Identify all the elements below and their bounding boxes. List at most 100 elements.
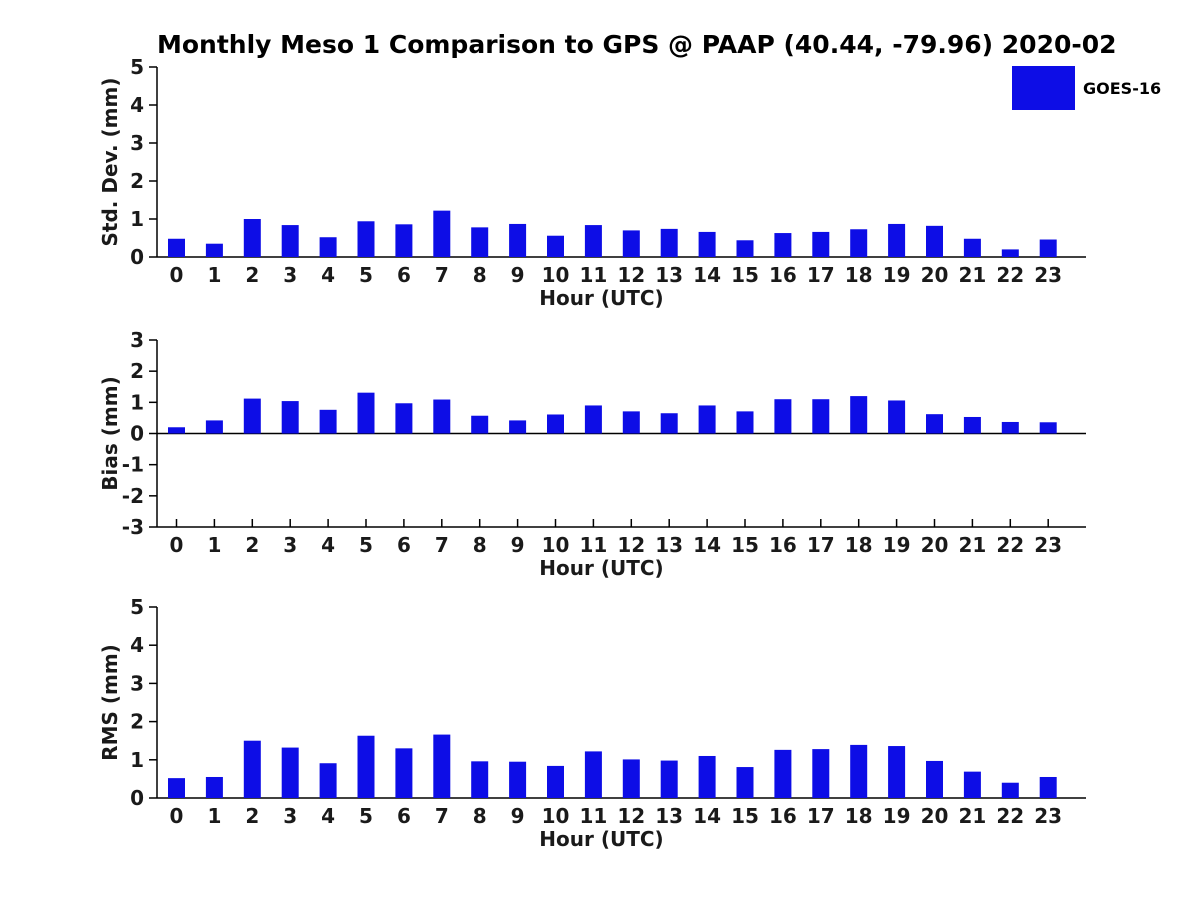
bar-rms-h3 — [281, 747, 299, 798]
x-tick-label: 14 — [693, 804, 721, 828]
bar-rms-h23 — [1039, 776, 1057, 798]
bar-std-dev-h20 — [926, 225, 943, 257]
bar-rms-h0 — [168, 778, 185, 798]
bar-bias-h3 — [281, 401, 299, 434]
bar-rms-h16 — [774, 749, 792, 798]
x-tick-label: 9 — [511, 804, 525, 828]
bar-std-dev-h21 — [963, 238, 981, 257]
x-tick-label: 1 — [207, 804, 221, 828]
x-tick-label: 4 — [321, 804, 335, 828]
x-tick-label: 22 — [996, 263, 1024, 287]
bar-rms-h14 — [698, 755, 716, 798]
x-tick-label: 18 — [845, 263, 873, 287]
bar-rms-h19 — [888, 746, 906, 798]
y-axis-label: Bias (mm) — [98, 376, 122, 490]
x-tick-label: 6 — [397, 263, 411, 287]
bar-std-dev-h14 — [698, 231, 716, 257]
x-tick-label: 7 — [435, 804, 449, 828]
x-tick-label: 12 — [617, 533, 645, 557]
y-axis-label: RMS (mm) — [98, 644, 122, 761]
y-tick-label: 4 — [130, 93, 144, 117]
x-tick-label: 21 — [958, 533, 986, 557]
x-tick-label: 6 — [397, 533, 411, 557]
bar-std-dev-h1 — [205, 243, 223, 257]
x-tick-label: 10 — [542, 533, 570, 557]
x-tick-label: 20 — [921, 263, 949, 287]
bar-rms-h4 — [319, 763, 337, 798]
x-tick-label: 6 — [397, 804, 411, 828]
x-tick-label: 11 — [579, 804, 607, 828]
x-tick-label: 3 — [283, 533, 297, 557]
bar-std-dev-h2 — [243, 219, 261, 257]
x-tick-label: 23 — [1034, 263, 1062, 287]
x-tick-label: 7 — [435, 533, 449, 557]
x-tick-label: 0 — [170, 804, 184, 828]
bar-std-dev-h22 — [1001, 249, 1019, 257]
x-tick-label: 2 — [245, 263, 259, 287]
x-tick-label: 1 — [207, 533, 221, 557]
bar-std-dev-h5 — [357, 221, 375, 257]
x-tick-label: 16 — [769, 804, 797, 828]
bar-bias-h14 — [698, 405, 716, 434]
bar-bias-h9 — [509, 420, 527, 434]
bar-rms-h6 — [395, 748, 413, 798]
x-tick-label: 11 — [579, 263, 607, 287]
y-tick-label: 0 — [130, 786, 144, 810]
bar-std-dev-h15 — [736, 240, 754, 257]
y-tick-label: 1 — [130, 748, 144, 772]
x-tick-label: 17 — [807, 263, 835, 287]
bar-rms-h9 — [509, 761, 527, 798]
bar-bias-h13 — [660, 413, 678, 434]
x-tick-label: 7 — [435, 263, 449, 287]
x-tick-label: 22 — [996, 804, 1024, 828]
bar-rms-h15 — [736, 767, 754, 798]
x-tick-label: 21 — [958, 263, 986, 287]
x-tick-label: 10 — [542, 263, 570, 287]
y-tick-label: -3 — [122, 515, 144, 539]
y-tick-label: 5 — [130, 595, 144, 619]
bar-std-dev-h9 — [509, 223, 527, 257]
bar-rms-h10 — [547, 765, 564, 798]
bar-bias-h1 — [205, 420, 223, 434]
bar-rms-h20 — [926, 760, 943, 798]
bar-std-dev-h17 — [812, 231, 830, 257]
y-tick-label: 1 — [130, 390, 144, 414]
x-axis-label: Hour (UTC) — [539, 286, 663, 310]
y-tick-label: 3 — [130, 131, 144, 155]
bar-std-dev-h4 — [319, 237, 337, 257]
bar-rms-h11 — [584, 751, 602, 798]
bar-bias-h20 — [926, 414, 943, 434]
y-tick-label: 2 — [130, 359, 144, 383]
bar-std-dev-h0 — [168, 238, 185, 257]
x-axis-label: Hour (UTC) — [539, 556, 663, 580]
x-tick-label: 13 — [655, 533, 683, 557]
bar-rms-h21 — [963, 771, 981, 798]
legend: GOES-16 — [1012, 66, 1161, 110]
bar-std-dev-h11 — [584, 225, 602, 257]
y-tick-label: 4 — [130, 633, 144, 657]
y-tick-label: 0 — [130, 422, 144, 446]
x-tick-label: 10 — [542, 804, 570, 828]
x-tick-label: 15 — [731, 533, 759, 557]
y-tick-label: 1 — [130, 207, 144, 231]
bar-rms-h18 — [850, 744, 868, 798]
bar-rms-h13 — [660, 760, 678, 798]
y-tick-label: 0 — [130, 245, 144, 269]
bar-bias-h11 — [584, 405, 602, 434]
bar-bias-h22 — [1001, 421, 1019, 434]
bar-bias-h0 — [168, 427, 185, 434]
x-tick-label: 4 — [321, 263, 335, 287]
y-tick-label: 3 — [130, 328, 144, 352]
bar-bias-h23 — [1039, 422, 1057, 434]
bar-std-dev-h16 — [774, 233, 792, 257]
x-tick-label: 0 — [170, 533, 184, 557]
x-tick-label: 14 — [693, 263, 721, 287]
x-tick-label: 23 — [1034, 533, 1062, 557]
bar-bias-h21 — [963, 416, 981, 434]
bar-rms-h2 — [243, 740, 261, 798]
x-tick-label: 2 — [245, 804, 259, 828]
